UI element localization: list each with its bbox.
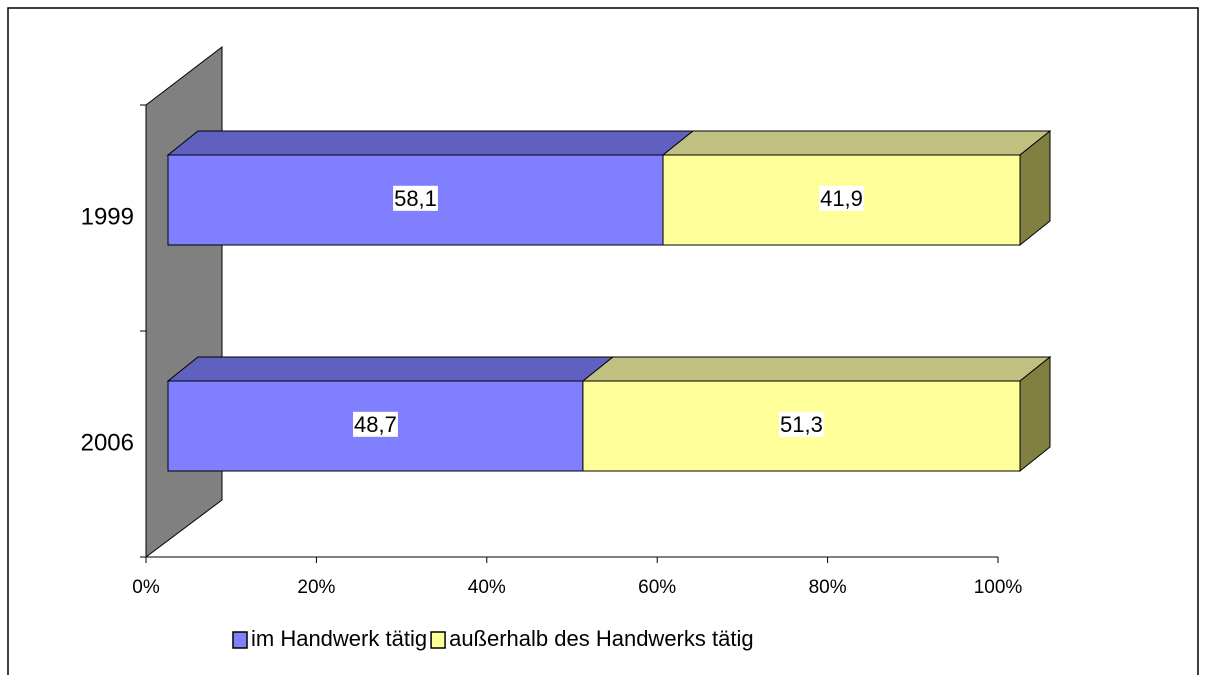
value-label-bg (779, 411, 824, 437)
legend-swatch (232, 631, 248, 649)
bar-top (581, 356, 1052, 382)
bar-top (166, 130, 695, 156)
value-label: 41,9 (820, 186, 863, 211)
legend-label: außerhalb des Handwerks tätig (449, 626, 754, 651)
legend-swatch (430, 631, 446, 649)
x-tick-label: 100% (974, 577, 1023, 598)
bar-top (661, 130, 1052, 156)
back-wall (145, 45, 223, 558)
value-label-bg (393, 185, 438, 211)
x-tick-label: 0% (132, 577, 160, 598)
value-label-bg (819, 185, 864, 211)
x-tick-label: 40% (468, 577, 506, 598)
y-tick-label: 2006 (81, 429, 134, 456)
value-label: 48,7 (354, 412, 397, 437)
value-label: 58,1 (394, 186, 437, 211)
bar-side (1019, 355, 1051, 473)
x-tick-label: 80% (809, 577, 847, 598)
y-tick-label: 1999 (81, 203, 134, 230)
value-label: 51,3 (780, 412, 823, 437)
value-label-bg (353, 411, 398, 437)
x-tick-label: 60% (638, 577, 676, 598)
x-tick-label: 20% (297, 577, 335, 598)
bar-top (166, 356, 615, 382)
bar-side (1019, 129, 1051, 247)
legend-label: im Handwerk tätig (251, 626, 427, 651)
